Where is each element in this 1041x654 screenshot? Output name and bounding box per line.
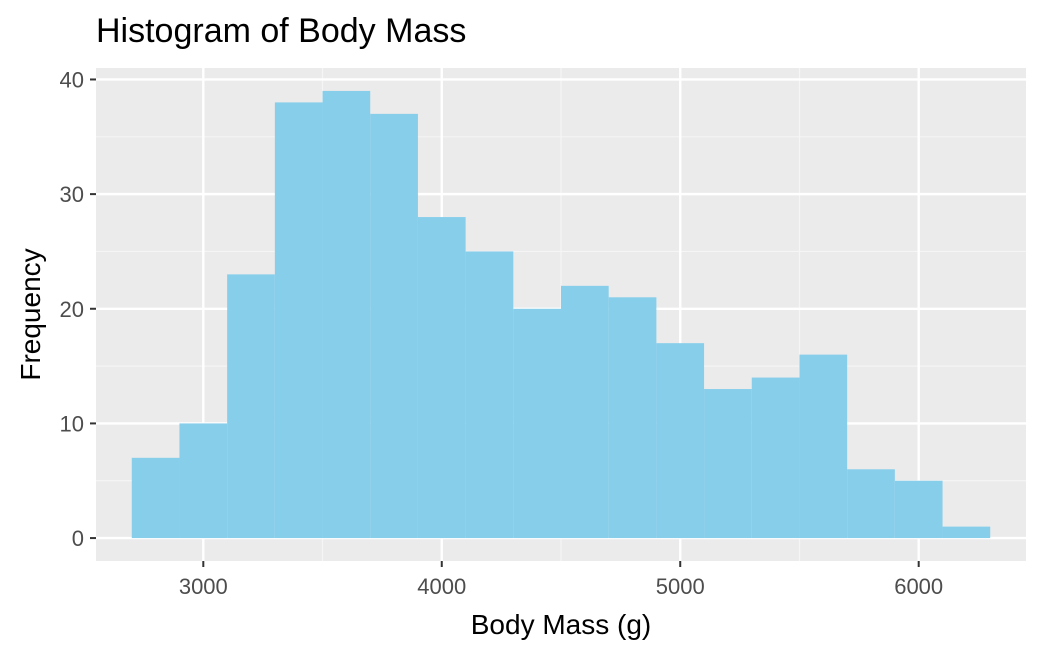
histogram-bar: [417, 217, 466, 539]
x-tick-label: 4000: [417, 574, 466, 599]
x-tick-label: 5000: [656, 574, 705, 599]
histogram-bar: [847, 469, 895, 539]
y-axis-title: Frequency: [15, 248, 46, 380]
histogram-bars: [131, 90, 991, 539]
histogram-bar: [227, 274, 275, 539]
histogram-bar: [179, 423, 228, 539]
y-tick-label: 40: [60, 67, 84, 92]
histogram-bar: [561, 285, 609, 539]
x-tick-label: 3000: [179, 574, 228, 599]
histogram-bar: [751, 377, 800, 539]
chart-title: Histogram of Body Mass: [96, 12, 467, 50]
histogram-bar: [608, 297, 657, 539]
y-tick-label: 20: [60, 297, 84, 322]
histogram-bar: [704, 389, 752, 539]
histogram-bar: [465, 251, 514, 539]
histogram-bar: [513, 308, 561, 539]
histogram-bar: [894, 480, 943, 539]
histogram-bar: [942, 526, 991, 539]
histogram-bar: [322, 90, 371, 539]
x-tick-label: 6000: [894, 574, 943, 599]
x-axis-title: Body Mass (g): [471, 609, 652, 640]
y-tick-label: 30: [60, 182, 84, 207]
y-tick-label: 0: [72, 526, 84, 551]
histogram-bar: [799, 354, 848, 539]
histogram-bar: [656, 343, 705, 539]
histogram-bar: [370, 113, 418, 539]
histogram-bar: [274, 102, 323, 539]
histogram-bar: [131, 457, 180, 539]
y-tick-label: 10: [60, 411, 84, 436]
axes: 3000 4000 5000 6000 0 10 20 30 40: [60, 67, 944, 599]
